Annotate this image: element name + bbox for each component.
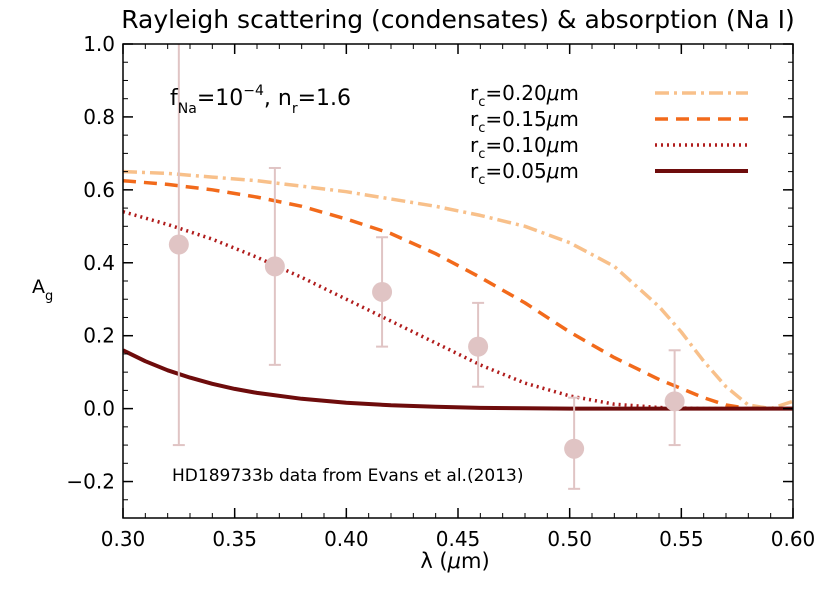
y-tick-label: 0.8 — [83, 105, 115, 129]
y-tick-label: 0.6 — [83, 178, 115, 202]
y-tick-label: 0.0 — [83, 397, 115, 421]
series-line-1 — [123, 178, 793, 411]
y-tick-label: 0.4 — [83, 251, 115, 275]
x-axis-label: λ (μm) — [420, 549, 489, 573]
annotation-data-source: HD189733b data from Evans et al.(2013) — [172, 466, 523, 486]
chart-title: Rayleigh scattering (condensates) & abso… — [121, 5, 795, 34]
y-tick-label: −0.2 — [66, 470, 115, 494]
data-point — [264, 256, 285, 277]
observations-layer — [168, 44, 685, 490]
series-line-2 — [123, 210, 793, 411]
y-axis-label: Ag — [32, 276, 53, 304]
legend-label: rc=0.05μm — [470, 159, 579, 188]
y-tick-label: 1.0 — [83, 32, 115, 56]
x-axis-ticks: 0.30 0.35 0.40 0.45 0.50 0.55 0.60 — [101, 44, 816, 551]
data-point — [664, 391, 685, 412]
series-layer — [123, 169, 793, 411]
data-point — [372, 281, 393, 302]
legend-label: rc=0.10μm — [470, 133, 579, 162]
legend-label: rc=0.15μm — [470, 107, 579, 136]
data-point — [168, 234, 189, 255]
x-tick-label: 0.45 — [436, 527, 481, 551]
data-point — [564, 438, 585, 459]
x-tick-label: 0.60 — [771, 527, 816, 551]
series-line-0 — [123, 169, 793, 411]
legend-label: rc=0.20μm — [470, 81, 579, 110]
annotation-parameters: fNa=10−4, nr=1.6 — [170, 83, 351, 117]
plot-frame — [122, 43, 794, 519]
x-tick-label: 0.55 — [659, 527, 704, 551]
x-tick-label: 0.35 — [212, 527, 257, 551]
y-axis-ticks: −0.2 0.0 0.2 0.4 0.6 0.8 1.0 — [66, 32, 793, 519]
series-line-3 — [123, 348, 793, 411]
x-tick-label: 0.30 — [101, 527, 146, 551]
data-point — [468, 336, 489, 357]
y-tick-label: 0.2 — [83, 324, 115, 348]
x-tick-label: 0.40 — [324, 527, 369, 551]
x-tick-label: 0.50 — [547, 527, 592, 551]
